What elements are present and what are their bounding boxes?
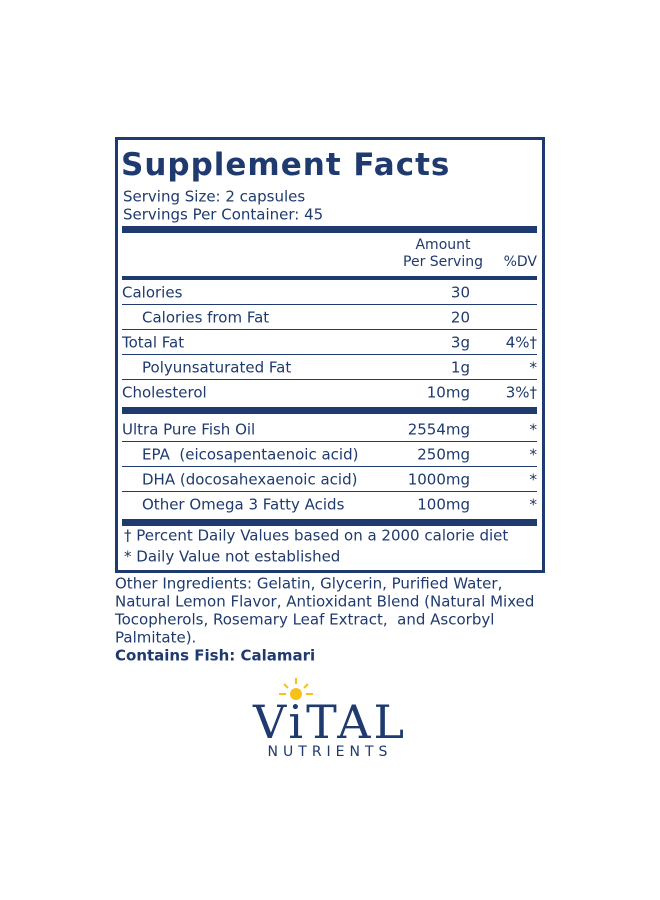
- row-name: Ultra Pure Fish Oil: [122, 420, 256, 438]
- row-amount: 3g: [450, 333, 470, 351]
- ingredients-line: Other Ingredients: Gelatin, Glycerin, Pu…: [115, 574, 503, 593]
- row-name: Calories: [122, 283, 183, 301]
- amount-header: Amount: [415, 237, 471, 253]
- row-dv: 3%†: [505, 383, 537, 401]
- row-name: Calories from Fat: [142, 308, 270, 326]
- thick-bar: [122, 276, 537, 280]
- row-name: EPA (eicosapentaenoic acid): [142, 445, 359, 463]
- servings-per-container: Servings Per Container: 45: [123, 205, 324, 224]
- row-amount: 1g: [450, 358, 470, 376]
- row-rule: [122, 304, 537, 305]
- row-name: Other Omega 3 Fatty Acids: [142, 495, 345, 513]
- row-rule: [122, 354, 537, 355]
- contains: Contains Fish: Calamari: [115, 646, 316, 665]
- footnote: * Daily Value not established: [124, 547, 341, 566]
- row-amount: 250mg: [417, 445, 470, 463]
- row-name: Total Fat: [122, 333, 185, 351]
- row-amount: 100mg: [417, 495, 470, 513]
- thick-bar: [122, 407, 537, 414]
- row-name: Polyunsaturated Fat: [142, 358, 292, 376]
- ingredients-line: Palmitate).: [115, 628, 197, 647]
- row-rule: [122, 379, 537, 380]
- row-rule: [122, 466, 537, 467]
- row-dv: *: [529, 495, 538, 513]
- thick-bar: [122, 226, 537, 233]
- sun-icon: [279, 678, 313, 700]
- row-dv: *: [529, 470, 538, 488]
- serving-size: Serving Size: 2 capsules: [123, 187, 306, 206]
- ingredients-line: Tocopherols, Rosemary Leaf Extract, and …: [115, 610, 495, 629]
- row-amount: 30: [450, 283, 470, 301]
- logo-tagline: NUTRIENTS: [267, 744, 393, 760]
- row-name: DHA (docosahexaenoic acid): [142, 470, 358, 488]
- footnote: † Percent Daily Values based on a 2000 c…: [124, 526, 509, 545]
- row-amount: 20: [450, 308, 470, 326]
- row-rule: [122, 441, 537, 442]
- row-dv: *: [529, 420, 538, 438]
- row-name: Cholesterol: [122, 383, 207, 401]
- row-dv: 4%†: [505, 333, 537, 351]
- row-dv: *: [529, 358, 538, 376]
- row-dv: *: [529, 445, 538, 463]
- panel-title: Supplement Facts: [121, 147, 451, 183]
- row-amount: 10mg: [426, 383, 470, 401]
- panel-border: [115, 137, 545, 573]
- logo-brand: ViTAL: [252, 695, 408, 749]
- amount-header: Per Serving: [403, 254, 483, 270]
- row-amount: 2554mg: [407, 420, 470, 438]
- row-rule: [122, 491, 537, 492]
- dv-header: %DV: [503, 254, 537, 270]
- ingredients-line: Natural Lemon Flavor, Antioxidant Blend …: [115, 592, 535, 611]
- thick-bar: [122, 519, 537, 526]
- row-rule: [122, 329, 537, 330]
- row-amount: 1000mg: [407, 470, 470, 488]
